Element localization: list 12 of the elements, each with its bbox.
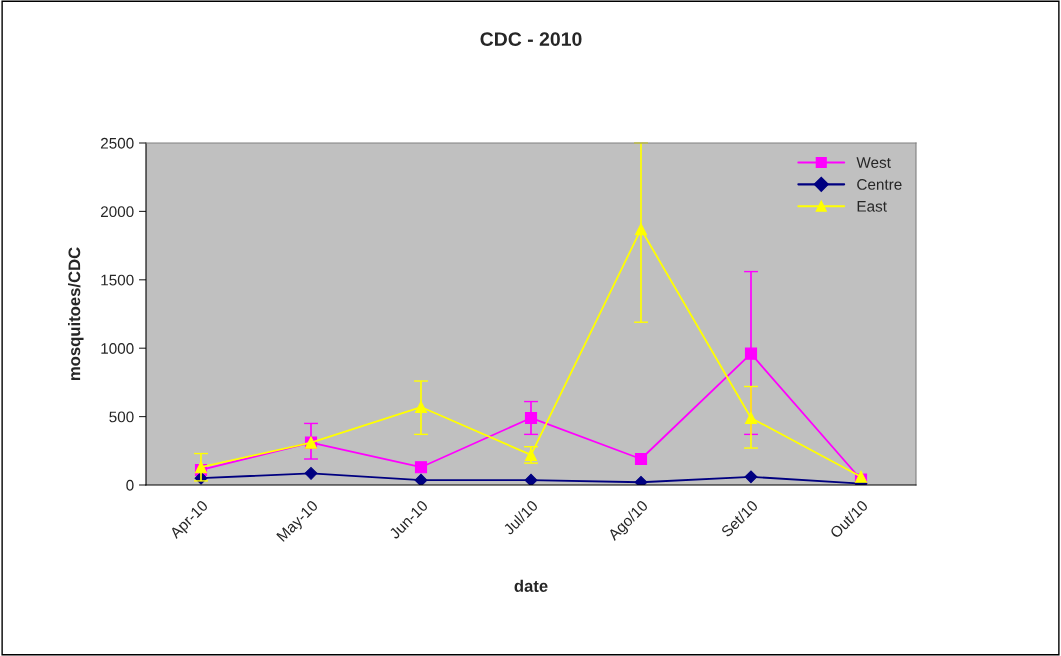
chart-title: CDC - 2010	[480, 32, 582, 46]
y-tick-label: 2000	[100, 206, 134, 218]
legend-label: West	[856, 157, 891, 168]
y-tick-label: 2500	[100, 137, 134, 149]
y-axis-title: mosquitoes/CDC	[68, 247, 84, 381]
legend-label: Centre	[857, 179, 902, 190]
legend-label: East	[857, 201, 887, 212]
y-tick-label: 0	[126, 479, 134, 491]
x-axis-title: date	[514, 579, 548, 592]
y-tick-label: 500	[109, 411, 134, 423]
y-tick-label: 1500	[101, 274, 134, 286]
y-tick-label: 1000	[101, 343, 134, 354]
